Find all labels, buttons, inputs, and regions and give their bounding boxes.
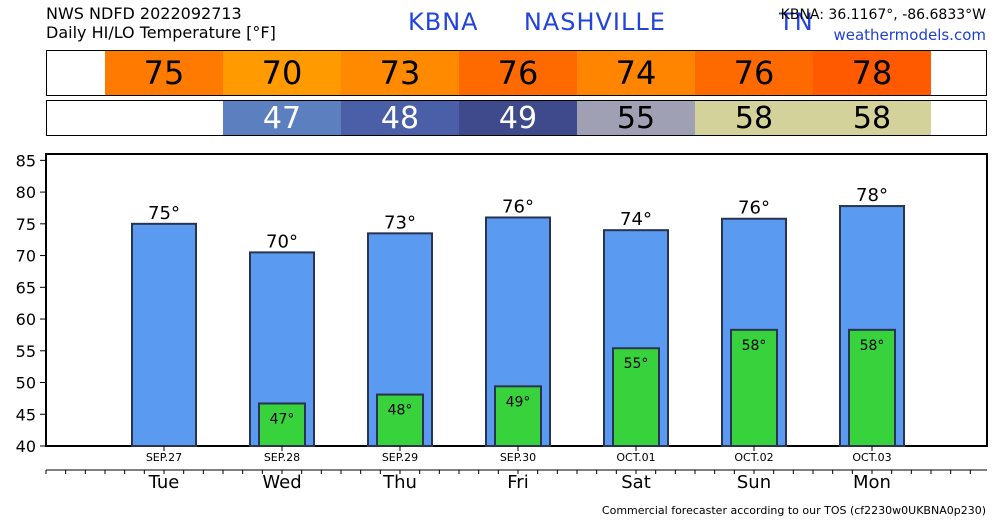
- high-temp-bar: [131, 222, 197, 448]
- product-label: Daily HI/LO Temperature [°F]: [46, 23, 276, 42]
- day-label: Mon: [853, 472, 891, 493]
- high-temp-label: 73°: [384, 212, 416, 233]
- high-temp-cell: 78: [813, 51, 931, 95]
- low-temp-label: 58°: [742, 338, 767, 354]
- site-link[interactable]: weathermodels.com: [833, 26, 986, 44]
- date-label: OCT.01: [616, 451, 655, 464]
- high-temp-cell: 70: [223, 51, 341, 95]
- coordinates-label: KBNA: 36.1167°, -86.6833°W: [780, 7, 986, 23]
- day-label: Sat: [621, 472, 651, 493]
- low-temp-label: 47°: [270, 411, 295, 427]
- date-label: SEP.29: [382, 451, 418, 464]
- low-temp-bar: [730, 328, 778, 447]
- y-tick-label: 45: [16, 405, 36, 424]
- high-temp-label: 74°: [620, 209, 652, 230]
- high-temp-strip: 75 70 73 76 74 76 78: [46, 50, 987, 96]
- date-label: OCT.02: [734, 451, 773, 464]
- y-tick-label: 70: [16, 247, 36, 266]
- low-temp-label: 49°: [506, 394, 531, 410]
- low-temp-strip: 47 48 49 55 58 58: [46, 100, 987, 136]
- y-tick-label: 60: [16, 310, 36, 329]
- high-temp-cell: 73: [341, 51, 459, 95]
- day-label: Tue: [148, 472, 180, 493]
- low-temp-bar: [612, 347, 660, 448]
- low-temp-bar: [848, 328, 896, 447]
- model-run-label: NWS NDFD 2022092713: [46, 4, 242, 23]
- low-temp-bar: [258, 402, 306, 448]
- high-temp-label: 78°: [856, 185, 888, 206]
- low-temp-bar: [494, 385, 542, 447]
- low-temp-cell: 47: [223, 101, 341, 136]
- date-label: SEP.28: [264, 451, 300, 464]
- date-label: SEP.30: [500, 451, 536, 464]
- y-tick-label: 65: [16, 278, 36, 297]
- day-label: Thu: [382, 472, 417, 493]
- high-temp-cell: 76: [459, 51, 577, 95]
- day-label: Wed: [262, 472, 301, 493]
- low-temp-label: 58°: [860, 338, 885, 354]
- low-temp-cell: 48: [341, 101, 459, 136]
- low-temp-cell: 58: [813, 101, 931, 136]
- date-label: SEP.27: [146, 451, 182, 464]
- y-tick-label: 75: [16, 215, 36, 234]
- low-temp-cell: 55: [577, 101, 695, 136]
- low-temp-cell: 58: [695, 101, 813, 136]
- y-tick-label: 55: [16, 342, 36, 361]
- high-temp-cell: 75: [105, 51, 223, 95]
- header-right: KBNA: 36.1167°, -86.6833°W weathermodels…: [781, 5, 986, 45]
- high-temp-cell: 76: [695, 51, 813, 95]
- high-temp-label: 70°: [266, 231, 298, 252]
- low-temp-label: 55°: [624, 356, 649, 372]
- high-temp-cell: 74: [577, 51, 695, 95]
- low-temp-cell: 49: [459, 101, 577, 136]
- header-left: NWS NDFD 2022092713 Daily HI/LO Temperat…: [46, 4, 276, 42]
- high-temp-label: 75°: [148, 203, 180, 224]
- y-tick-label: 50: [16, 374, 36, 393]
- y-tick-label: 80: [16, 183, 36, 202]
- high-temp-label: 76°: [738, 198, 770, 219]
- y-tick-label: 85: [16, 151, 36, 170]
- day-label: Fri: [507, 472, 528, 493]
- temperature-chart: 40 45 50 55 60 65 70 75 80 85 75° SEP.27 Tue 70° 47° SE…: [16, 151, 988, 493]
- date-label: OCT.03: [852, 451, 891, 464]
- footer-note: Commercial forecaster according to our T…: [601, 504, 986, 517]
- station-title: KBNA NASHVILLE TN: [408, 8, 814, 36]
- low-temp-label: 48°: [388, 403, 413, 419]
- day-label: Sun: [737, 472, 771, 493]
- y-tick-label: 40: [16, 437, 36, 456]
- high-temp-label: 76°: [502, 196, 534, 217]
